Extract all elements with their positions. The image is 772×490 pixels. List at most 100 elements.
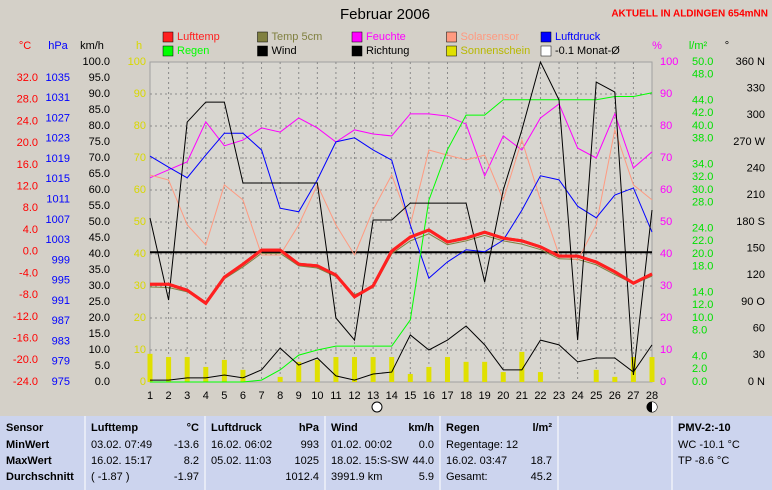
legend-label: Luftdruck — [555, 31, 601, 43]
sunshine-bar — [519, 351, 525, 382]
x-tick-label: 16 — [423, 390, 435, 402]
x-tick-label: 4 — [203, 390, 209, 402]
y-tick-label: -24.0 — [13, 376, 38, 388]
table-cell: -1.97 — [174, 471, 199, 483]
x-tick-label: 28 — [646, 390, 658, 402]
x-tick-label: 11 — [330, 390, 341, 402]
y-tick-label: 60.0 — [89, 184, 110, 196]
table-cell: 01.02. 00:02 — [331, 439, 392, 451]
table-cell: 16.02. 15:17 — [91, 455, 152, 467]
series-line — [150, 92, 653, 383]
y-tick-label: 1019 — [46, 153, 70, 165]
table-cell: 44.0 — [413, 455, 434, 467]
legend-swatch — [351, 45, 363, 57]
x-tick-label: 3 — [184, 390, 190, 402]
legend-label: Temp 5cm — [272, 31, 323, 43]
axis-header: °C — [19, 40, 31, 52]
x-tick-label: 23 — [553, 390, 565, 402]
y-tick-label: -8.0 — [19, 289, 38, 301]
y-tick-label: 8.0 — [23, 202, 38, 214]
y-tick-label: 1031 — [46, 92, 70, 104]
sunshine-bar — [463, 361, 469, 382]
y-tick-label: 10.0 — [89, 344, 110, 356]
moon-half — [652, 402, 657, 412]
legend-swatch — [540, 45, 552, 57]
y-tick-label: 32.0 — [692, 171, 713, 183]
y-tick-label: 90 — [660, 88, 672, 100]
x-tick-label: 10 — [311, 390, 323, 402]
series-line — [150, 325, 653, 381]
y-tick-label: 35.0 — [89, 264, 110, 276]
series-line — [150, 228, 653, 306]
x-tick-label: 19 — [479, 390, 491, 402]
sunshine-bar — [426, 366, 432, 382]
y-tick-label: 0.0 — [95, 376, 110, 388]
x-tick-label: 2 — [166, 390, 172, 402]
y-tick-label: 40 — [660, 248, 672, 260]
y-tick-label: 1003 — [46, 234, 70, 246]
y-tick-label: 20.0 — [89, 312, 110, 324]
legend-label: Richtung — [366, 45, 409, 57]
y-tick-label: -12.0 — [13, 311, 38, 323]
y-tick-label: 180 S — [736, 216, 765, 228]
y-tick-label: 30.0 — [89, 280, 110, 292]
y-tick-label: 34.0 — [692, 158, 713, 170]
y-tick-label: 50 — [134, 216, 146, 228]
y-tick-label: 20.0 — [17, 137, 38, 149]
y-tick-label: 15.0 — [89, 328, 110, 340]
series-line — [149, 60, 653, 376]
y-tick-label: 20.0 — [692, 248, 713, 260]
table-cell: km/h — [408, 422, 434, 434]
table-cell: hPa — [299, 422, 320, 434]
y-tick-label: 90 O — [741, 296, 765, 308]
x-tick-label: 24 — [572, 390, 584, 402]
y-tick-label: 1007 — [46, 214, 70, 226]
table-cell: PMV-2:-10 — [678, 422, 731, 434]
y-tick-label: 90.0 — [89, 88, 110, 100]
y-tick-label: 65.0 — [89, 168, 110, 180]
y-tick-label: 8.0 — [692, 325, 707, 337]
y-tick-label: 987 — [52, 315, 70, 327]
x-tick-label: 13 — [367, 390, 379, 402]
sunshine-bar — [296, 361, 302, 382]
table-bg — [0, 416, 772, 490]
table-cell: Wind — [331, 422, 358, 434]
axis-header: h — [136, 40, 142, 52]
y-tick-label: 16.0 — [17, 159, 38, 171]
sunshine-bar — [593, 369, 599, 382]
table-cell: Regen — [446, 422, 480, 434]
table-cell: 993 — [301, 439, 319, 451]
y-tick-label: 50 — [660, 216, 672, 228]
y-tick-label: 24.0 — [692, 222, 713, 234]
x-tick-label: 14 — [386, 390, 398, 402]
sunshine-bar — [444, 357, 450, 382]
y-tick-label: 270 W — [733, 136, 765, 148]
y-tick-label: 120 — [747, 269, 765, 281]
y-tick-label: 30.0 — [692, 184, 713, 196]
legend-label: Wind — [272, 45, 297, 57]
y-tick-label: 979 — [52, 356, 70, 368]
table-cell: MinWert — [6, 439, 50, 451]
x-tick-label: 1 — [147, 390, 153, 402]
legend-swatch — [257, 31, 268, 43]
y-tick-label: 28.0 — [692, 197, 713, 209]
y-tick-label: 975 — [52, 376, 70, 388]
y-tick-label: -4.0 — [19, 267, 38, 279]
y-tick-label: 95.0 — [89, 72, 110, 84]
sunshine-bar — [500, 372, 506, 382]
y-tick-label: 4.0 — [692, 350, 707, 362]
x-tick-label: 18 — [460, 390, 472, 402]
y-tick-label: 2.0 — [692, 363, 707, 375]
y-tick-label: 1035 — [46, 72, 70, 84]
y-tick-label: 100.0 — [82, 56, 110, 68]
legend-label: -0.1 Monat-Ø — [555, 45, 620, 57]
sunshine-bar — [203, 366, 209, 382]
y-tick-label: 32.0 — [17, 72, 38, 84]
legend-swatch — [446, 31, 457, 43]
y-tick-label: -20.0 — [13, 354, 38, 366]
table-cell: ( -1.87 ) — [91, 471, 130, 483]
sunshine-bar — [277, 376, 283, 382]
axis-header: % — [652, 40, 662, 52]
legend-label: Lufttemp — [177, 31, 220, 43]
